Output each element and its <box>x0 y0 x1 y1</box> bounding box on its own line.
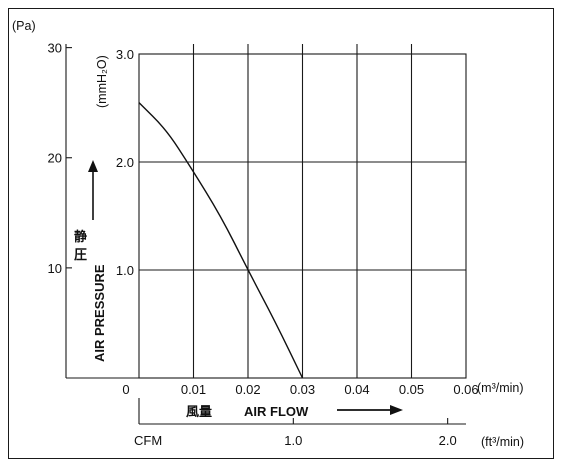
x-tick-label: 0.05 <box>399 382 424 397</box>
axes: 0 0.01 0.02 0.03 0.04 0.05 0.06 1.0 2.0 3.0 10 20 30… <box>48 41 479 448</box>
y-secondary-unit: (Pa) <box>12 19 36 33</box>
x-secondary-tick-label: 1.0 <box>284 433 302 448</box>
x-secondary-prefix: CFM <box>134 433 162 448</box>
x-axis-label: AIR FLOW <box>244 404 309 419</box>
x-tick-label: 0.01 <box>181 382 206 397</box>
y-axis-label: AIR PRESSURE <box>92 264 107 362</box>
series <box>138 102 304 379</box>
chart-frame <box>8 8 554 459</box>
pq-curve <box>138 102 304 379</box>
x-axis-label-jp: 風量 <box>186 404 212 419</box>
y-axis-label-jp-1: 静 <box>74 229 87 244</box>
y-tick-label: 3.0 <box>116 47 134 62</box>
y-tick-label: 1.0 <box>116 263 134 278</box>
y-axis-label-jp-2: 圧 <box>74 247 87 262</box>
x-tick-label: 0.06 <box>453 382 478 397</box>
y-axis-arrow <box>88 160 98 220</box>
y-secondary-tick-label: 10 <box>48 261 62 276</box>
x-tick-label: 0.03 <box>290 382 315 397</box>
x-tick-label: 0.02 <box>235 382 260 397</box>
x-tick-label: 0 <box>122 382 129 397</box>
y-primary-unit: (mmH₂O) <box>95 55 109 108</box>
x-tick-label: 0.04 <box>344 382 369 397</box>
y-secondary-tick-label: 20 <box>48 151 62 166</box>
x-axis-arrow <box>337 405 403 415</box>
grid <box>138 44 467 379</box>
x-secondary-tick-label: 2.0 <box>439 433 457 448</box>
y-secondary-tick-label: 30 <box>48 41 62 56</box>
y-tick-label: 2.0 <box>116 155 134 170</box>
x-primary-unit: (m³/min) <box>477 381 524 395</box>
x-secondary-unit: (ft³/min) <box>481 435 524 449</box>
